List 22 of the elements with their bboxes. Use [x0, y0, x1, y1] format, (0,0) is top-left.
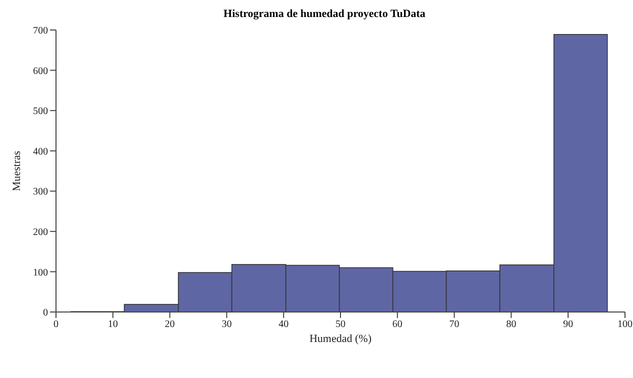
y-tick-label: 700 [33, 26, 48, 37]
y-tick-label: 200 [33, 226, 48, 238]
y-tick-label: 0 [43, 308, 48, 319]
y-tick-label: 300 [33, 186, 48, 198]
x-tick-label: 30 [222, 319, 232, 330]
x-tick-label: 70 [449, 319, 460, 330]
y-tick-label: 600 [33, 66, 48, 77]
x-axis-title: Humedad (%) [309, 333, 372, 345]
x-tick-label: 40 [278, 319, 289, 330]
x-tick-label: 80 [506, 319, 516, 330]
x-tick-label: 0 [54, 319, 58, 330]
y-tick-label: 100 [33, 267, 48, 278]
x-tick-label: 90 [563, 319, 574, 330]
x-tick-label: 50 [336, 319, 346, 330]
x-tick-label: 100 [618, 319, 632, 330]
x-tick-label: 10 [108, 319, 118, 330]
y-axis-title: Muestras [10, 150, 23, 192]
chart-title: Histrograma de humedad proyecto TuData [222, 8, 426, 22]
x-tick-label: 20 [164, 319, 175, 330]
x-tick-label: 60 [392, 319, 402, 330]
y-tick-label: 400 [33, 146, 48, 158]
y-tick-label: 500 [33, 106, 48, 118]
